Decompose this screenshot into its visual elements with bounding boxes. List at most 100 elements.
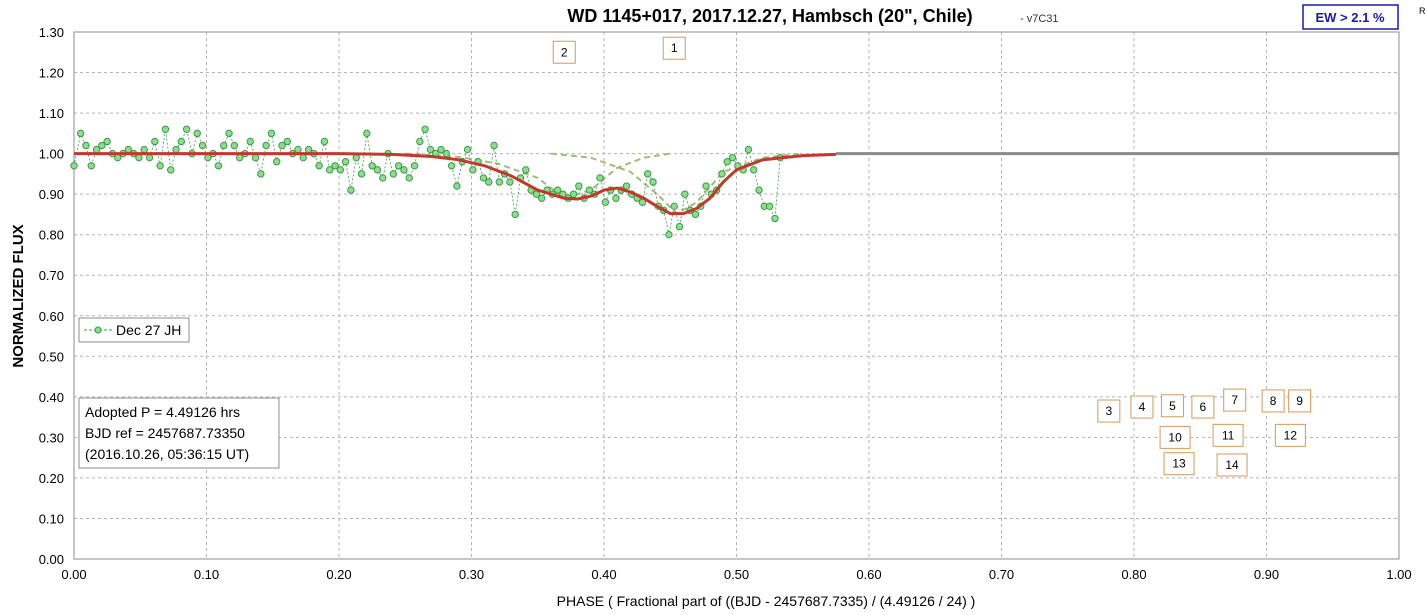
- data-point: [511, 210, 519, 219]
- data-point: [336, 166, 345, 174]
- dip-marker-box: [662, 36, 686, 60]
- dip-marker: 10: [1159, 425, 1191, 449]
- dip-marker-box: [1216, 453, 1248, 477]
- dip-marker: 12: [1274, 423, 1306, 447]
- corner-label: R: [1419, 6, 1425, 16]
- data-point: [161, 125, 170, 133]
- data-point: [278, 141, 286, 150]
- model-line: [74, 152, 836, 216]
- legend: Dec 27 JH: [78, 317, 190, 343]
- data-point: [389, 170, 398, 178]
- data-point: [167, 166, 175, 174]
- x-tick-label: 0.80: [1121, 567, 1146, 582]
- data-point: [596, 174, 604, 182]
- data-point: [357, 170, 366, 178]
- data-point: [479, 174, 488, 182]
- data-point: [214, 162, 223, 170]
- data-point: [744, 145, 753, 154]
- y-tick-label: 0.00: [39, 552, 64, 567]
- data-point: [665, 230, 673, 239]
- data-point: [368, 162, 376, 170]
- data-point: [341, 158, 350, 166]
- y-tick-label: 0.60: [39, 309, 64, 324]
- dip-marker-label: 11: [1222, 428, 1235, 442]
- dip-marker-label: 10: [1168, 430, 1182, 444]
- data-point: [765, 202, 774, 211]
- dip-marker: 7: [1223, 388, 1247, 412]
- chart-title: WD 1145+017, 2017.12.27, Hambsch (20", C…: [567, 6, 972, 26]
- data-point: [416, 137, 424, 146]
- dip-marker-box: [1097, 399, 1121, 423]
- data-line: [73, 127, 781, 235]
- data-point: [331, 162, 339, 170]
- dip-marker-label: 13: [1172, 457, 1186, 471]
- x-tick-label: 0.30: [459, 567, 484, 582]
- data-point: [320, 137, 329, 146]
- data-point: [469, 166, 477, 174]
- data-point: [723, 158, 731, 166]
- x-tick-label: 0.40: [591, 567, 616, 582]
- data-point: [182, 125, 191, 133]
- y-tick-label: 1.10: [39, 106, 64, 121]
- data-point: [193, 129, 201, 138]
- x-tick-label: 0.00: [61, 567, 86, 582]
- data-point: [490, 141, 498, 150]
- y-tick-label: 1.30: [39, 25, 64, 40]
- dip-marker: 9: [1288, 389, 1312, 413]
- data-point: [755, 186, 763, 194]
- dip-marker: 6: [1191, 395, 1215, 419]
- data-point: [98, 141, 106, 150]
- data-point: [294, 145, 302, 154]
- data-point: [177, 137, 186, 146]
- data-point: [426, 145, 435, 154]
- data-point: [70, 162, 78, 170]
- dip-marker-label: 2: [561, 45, 568, 59]
- data-point: [326, 166, 334, 174]
- y-tick-label: 1.20: [39, 66, 64, 81]
- data-point: [373, 166, 382, 174]
- y-axis-ticks: 0.00 0.10 0.20 0.30 0.40 0.50 0.60 0.70 0.80 0.90…: [39, 25, 64, 567]
- x-tick-label: 0.60: [856, 567, 881, 582]
- data-point: [394, 162, 403, 170]
- data-point: [506, 178, 514, 186]
- data-point: [347, 186, 355, 194]
- data-point: [103, 137, 111, 146]
- data-point: [649, 178, 657, 186]
- data-point: [363, 129, 371, 138]
- dip-marker-label: 9: [1296, 394, 1303, 408]
- data-point: [575, 182, 583, 190]
- x-tick-label: 0.90: [1254, 567, 1279, 582]
- y-tick-label: 0.90: [39, 187, 64, 202]
- dip-marker-box: [1159, 425, 1191, 449]
- data-point: [405, 174, 413, 182]
- dip-marker-label: 7: [1231, 393, 1238, 407]
- data-point: [140, 145, 148, 154]
- data-point: [750, 166, 758, 174]
- data-point: [198, 141, 207, 150]
- dip-marker-label: 8: [1270, 394, 1277, 408]
- data-point: [670, 202, 678, 211]
- dip-marker-label: 6: [1200, 400, 1207, 414]
- data-point: [283, 137, 292, 146]
- data-point: [538, 194, 546, 202]
- info-date: (2016.10.26, 05:36:15 UT): [85, 446, 249, 462]
- x-tick-label: 0.50: [724, 567, 749, 582]
- y-tick-label: 0.40: [39, 390, 64, 405]
- info-bjd-ref: BJD ref = 2457687.73350: [85, 425, 245, 441]
- y-tick-label: 0.30: [39, 430, 64, 445]
- data-point: [601, 198, 610, 206]
- dip-marker-label: 1: [671, 41, 678, 55]
- x-axis-label: PHASE ( Fractional part of ((BJD - 24576…: [557, 593, 976, 609]
- data-point: [728, 153, 737, 162]
- chart-grid: [74, 32, 1399, 559]
- y-tick-label: 0.50: [39, 349, 64, 364]
- dip-marker-box: [1163, 452, 1195, 476]
- data-point: [82, 141, 90, 150]
- data-point: [442, 149, 451, 158]
- x-tick-label: 1.00: [1386, 567, 1411, 582]
- dip-marker: 8: [1261, 389, 1285, 413]
- data-point: [553, 186, 562, 194]
- data-point: [522, 166, 530, 174]
- data-point: [352, 153, 360, 162]
